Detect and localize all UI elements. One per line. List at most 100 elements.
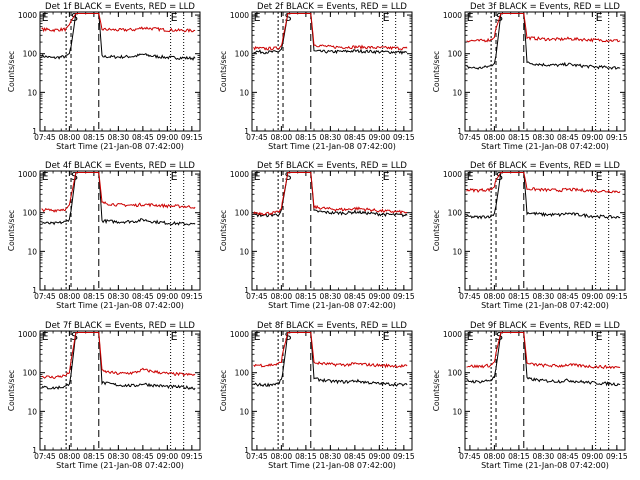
y-tick-label: 100 bbox=[235, 50, 250, 59]
panel-2: Det 2f BLACK = Events, RED = LLD 1 10 100 10… bbox=[219, 2, 415, 151]
marker-label: E bbox=[42, 170, 49, 183]
x-tick-label: 08:15 bbox=[83, 452, 105, 461]
marker-label: E bbox=[596, 330, 603, 343]
y-axis-label: Counts/sec bbox=[432, 370, 441, 411]
events-series-line bbox=[41, 172, 196, 226]
plot-frame bbox=[464, 330, 626, 451]
events-series-line bbox=[41, 332, 196, 391]
x-tick-label: 08:30 bbox=[533, 292, 555, 301]
y-tick-label: 1000 bbox=[230, 330, 249, 339]
x-tick-label: 07:45 bbox=[246, 133, 268, 142]
x-axis-label: Start Time (21-Jan-08 07:42:00) bbox=[56, 142, 184, 151]
x-tick-label: 08:30 bbox=[320, 133, 342, 142]
x-tick-label: 08:45 bbox=[132, 292, 154, 301]
x-tick-label: 08:00 bbox=[271, 292, 293, 301]
x-tick-label: 09:00 bbox=[369, 133, 391, 142]
marker-label: E bbox=[254, 330, 261, 343]
marker-label: E bbox=[171, 11, 178, 24]
y-axis-label: Counts/sec bbox=[7, 210, 16, 251]
x-tick-label: 08:00 bbox=[271, 133, 293, 142]
x-tick-label: 08:45 bbox=[132, 452, 154, 461]
y-tick-label: 10 bbox=[239, 88, 249, 97]
x-axis-label: Start Time (21-Jan-08 07:42:00) bbox=[481, 142, 609, 151]
y-tick-label: 1000 bbox=[443, 170, 462, 179]
events-series-line bbox=[466, 172, 621, 220]
y-axis-label: Counts/sec bbox=[7, 370, 16, 411]
x-axis-label: Start Time (21-Jan-08 07:42:00) bbox=[56, 461, 184, 470]
x-tick-label: 08:00 bbox=[484, 452, 506, 461]
x-tick-label: 09:15 bbox=[606, 133, 628, 142]
plot-frame bbox=[464, 170, 626, 291]
x-tick-label: 08:30 bbox=[320, 292, 342, 301]
y-axis-label: Counts/sec bbox=[432, 210, 441, 251]
y-tick-label: 100 bbox=[235, 209, 250, 218]
x-tick-label: 08:45 bbox=[557, 292, 579, 301]
lld-series-line bbox=[41, 13, 196, 33]
y-axis-label: Counts/sec bbox=[7, 51, 16, 92]
y-tick-label: 100 bbox=[448, 369, 463, 378]
x-tick-label: 08:45 bbox=[344, 452, 366, 461]
plot-frame bbox=[251, 330, 413, 451]
x-tick-label: 09:00 bbox=[582, 452, 604, 461]
x-tick-label: 08:30 bbox=[320, 452, 342, 461]
plot-frame bbox=[39, 11, 201, 132]
y-axis-label: Counts/sec bbox=[432, 51, 441, 92]
x-tick-label: 08:45 bbox=[557, 133, 579, 142]
events-series-line bbox=[253, 13, 408, 55]
panel-9: Det 9f BLACK = Events, RED = LLD 1 10 100 10… bbox=[432, 321, 628, 470]
y-tick-label: 10 bbox=[452, 88, 462, 97]
x-tick-label: 09:15 bbox=[606, 292, 628, 301]
marker-label: S bbox=[71, 170, 78, 183]
x-axis-label: Start Time (21-Jan-08 07:42:00) bbox=[56, 301, 184, 310]
events-series-line bbox=[253, 332, 408, 388]
y-tick-label: 10 bbox=[239, 407, 249, 416]
x-tick-label: 09:00 bbox=[157, 133, 179, 142]
y-tick-label: 1000 bbox=[230, 170, 249, 179]
y-tick-label: 1 bbox=[32, 446, 37, 455]
x-tick-label: 08:00 bbox=[484, 292, 506, 301]
y-axis-label: Counts/sec bbox=[219, 210, 228, 251]
y-tick-label: 10 bbox=[239, 247, 249, 256]
lld-series-line bbox=[466, 172, 621, 194]
y-tick-label: 1 bbox=[457, 127, 462, 136]
y-tick-label: 100 bbox=[23, 209, 38, 218]
y-tick-label: 1 bbox=[244, 286, 249, 295]
x-tick-label: 08:30 bbox=[108, 292, 130, 301]
y-tick-label: 100 bbox=[448, 50, 463, 59]
x-tick-label: 09:00 bbox=[157, 292, 179, 301]
y-tick-label: 10 bbox=[27, 247, 37, 256]
y-tick-label: 1000 bbox=[18, 11, 37, 20]
lld-series-line bbox=[466, 13, 621, 43]
x-tick-label: 07:45 bbox=[34, 292, 56, 301]
x-axis-label: Start Time (21-Jan-08 07:42:00) bbox=[481, 461, 609, 470]
marker-label: S bbox=[496, 170, 503, 183]
marker-label: E bbox=[42, 11, 49, 24]
x-tick-label: 09:00 bbox=[369, 292, 391, 301]
x-tick-label: 09:00 bbox=[157, 452, 179, 461]
x-tick-label: 08:00 bbox=[59, 292, 81, 301]
x-tick-label: 08:15 bbox=[295, 452, 317, 461]
y-axis-label: Counts/sec bbox=[219, 370, 228, 411]
marker-label: E bbox=[467, 170, 474, 183]
panel-title: Det 2f BLACK = Events, RED = LLD bbox=[257, 2, 407, 12]
x-tick-label: 08:00 bbox=[271, 452, 293, 461]
x-tick-label: 09:15 bbox=[181, 452, 203, 461]
x-tick-label: 09:15 bbox=[606, 452, 628, 461]
plot-frame bbox=[39, 170, 201, 291]
x-axis-label: Start Time (21-Jan-08 07:42:00) bbox=[481, 301, 609, 310]
x-tick-label: 07:45 bbox=[34, 452, 56, 461]
panel-title: Det 8f BLACK = Events, RED = LLD bbox=[257, 321, 407, 331]
x-tick-label: 07:45 bbox=[459, 133, 481, 142]
y-tick-label: 10 bbox=[452, 407, 462, 416]
panel-title: Det 7f BLACK = Events, RED = LLD bbox=[45, 321, 195, 331]
y-tick-label: 1000 bbox=[230, 11, 249, 20]
panel-3: Det 3f BLACK = Events, RED = LLD 1 10 100 10… bbox=[432, 2, 628, 151]
x-tick-label: 07:45 bbox=[459, 292, 481, 301]
x-tick-label: 08:15 bbox=[295, 292, 317, 301]
lld-series-line bbox=[253, 172, 408, 216]
plot-frame bbox=[464, 11, 626, 132]
y-tick-label: 10 bbox=[452, 247, 462, 256]
x-tick-label: 09:15 bbox=[393, 133, 415, 142]
lld-series-line bbox=[41, 332, 196, 380]
